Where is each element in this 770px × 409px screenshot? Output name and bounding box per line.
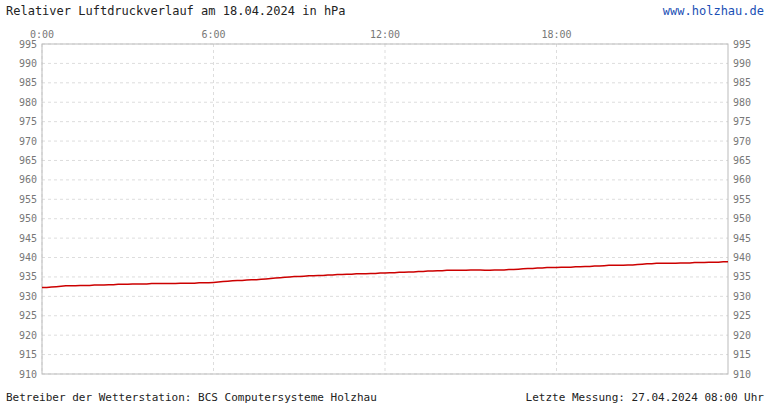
- y2-tick-label: 995: [733, 39, 751, 50]
- grid-line-y: [42, 179, 728, 180]
- y2-tick-label: 980: [733, 97, 751, 108]
- y2-tick-label: 990: [733, 58, 751, 69]
- chart: Relativer Luftdruckverlauf am 18.04.2024…: [0, 0, 770, 409]
- y2-tick-label: 965: [733, 155, 751, 166]
- y2-tick-label: 930: [733, 291, 751, 302]
- pressure-line: [42, 262, 728, 288]
- series-group: [42, 262, 728, 288]
- y-tick-label: 990: [19, 58, 37, 69]
- x-tick-label: 12:00: [370, 29, 400, 40]
- y-tick-label: 955: [19, 194, 37, 205]
- x-axis: 0:00 6:00 12:00 18:00: [30, 29, 572, 40]
- y2-tick-label: 910: [733, 369, 751, 380]
- grid-line-x: [213, 44, 214, 374]
- grid-line-y: [42, 257, 728, 258]
- footer-left: Betreiber der Wetterstation: BCS Compute…: [6, 391, 377, 404]
- y-tick-label: 950: [19, 213, 37, 224]
- y-tick-label: 980: [19, 97, 37, 108]
- y2-tick-label: 935: [733, 271, 751, 282]
- y2-tick-label: 975: [733, 116, 751, 127]
- x-tick-label: 0:00: [30, 29, 54, 40]
- y2-tick-label: 955: [733, 194, 751, 205]
- x-tick-label: 18:00: [541, 29, 571, 40]
- y2-tick-label: 925: [733, 310, 751, 321]
- y2-tick-label: 950: [733, 213, 751, 224]
- y-tick-label: 970: [19, 136, 37, 147]
- y-tick-label: 960: [19, 174, 37, 185]
- y-tick-label: 920: [19, 330, 37, 341]
- grid-line-y: [42, 121, 728, 122]
- url-text: www.holzhau.de: [663, 4, 764, 18]
- grid-line-y: [42, 276, 728, 277]
- y-tick-label: 930: [19, 291, 37, 302]
- y-tick-label: 925: [19, 310, 37, 321]
- y2-tick-label: 915: [733, 349, 751, 360]
- grid-line-x: [556, 44, 557, 374]
- y2-tick-label: 970: [733, 136, 751, 147]
- y-tick-label: 985: [19, 77, 37, 88]
- y-axis: 910 910 915 915 920 920 925 925 930 930 935 935 940 9…: [19, 39, 751, 380]
- y2-tick-label: 940: [733, 252, 751, 263]
- y-tick-label: 940: [19, 252, 37, 263]
- grid-line-x: [385, 44, 386, 374]
- y-tick-label: 915: [19, 349, 37, 360]
- x-tick-label: 6:00: [201, 29, 225, 40]
- grid-line-y: [42, 102, 728, 103]
- y-tick-label: 975: [19, 116, 37, 127]
- plot-frame: [42, 44, 728, 374]
- y-tick-label: 935: [19, 271, 37, 282]
- title: Relativer Luftdruckverlauf am 18.04.2024…: [6, 4, 346, 18]
- y2-tick-label: 960: [733, 174, 751, 185]
- footer-right: Letzte Messung: 27.04.2024 08:00 Uhr: [526, 391, 765, 404]
- grid-line-y: [42, 199, 728, 200]
- y2-tick-label: 985: [733, 77, 751, 88]
- grid-line-y: [42, 354, 728, 355]
- y-tick-label: 945: [19, 233, 37, 244]
- y2-tick-label: 945: [733, 233, 751, 244]
- y-tick-label: 965: [19, 155, 37, 166]
- grid: [42, 44, 728, 374]
- y-tick-label: 910: [19, 369, 37, 380]
- y-tick-label: 995: [19, 39, 37, 50]
- y2-tick-label: 920: [733, 330, 751, 341]
